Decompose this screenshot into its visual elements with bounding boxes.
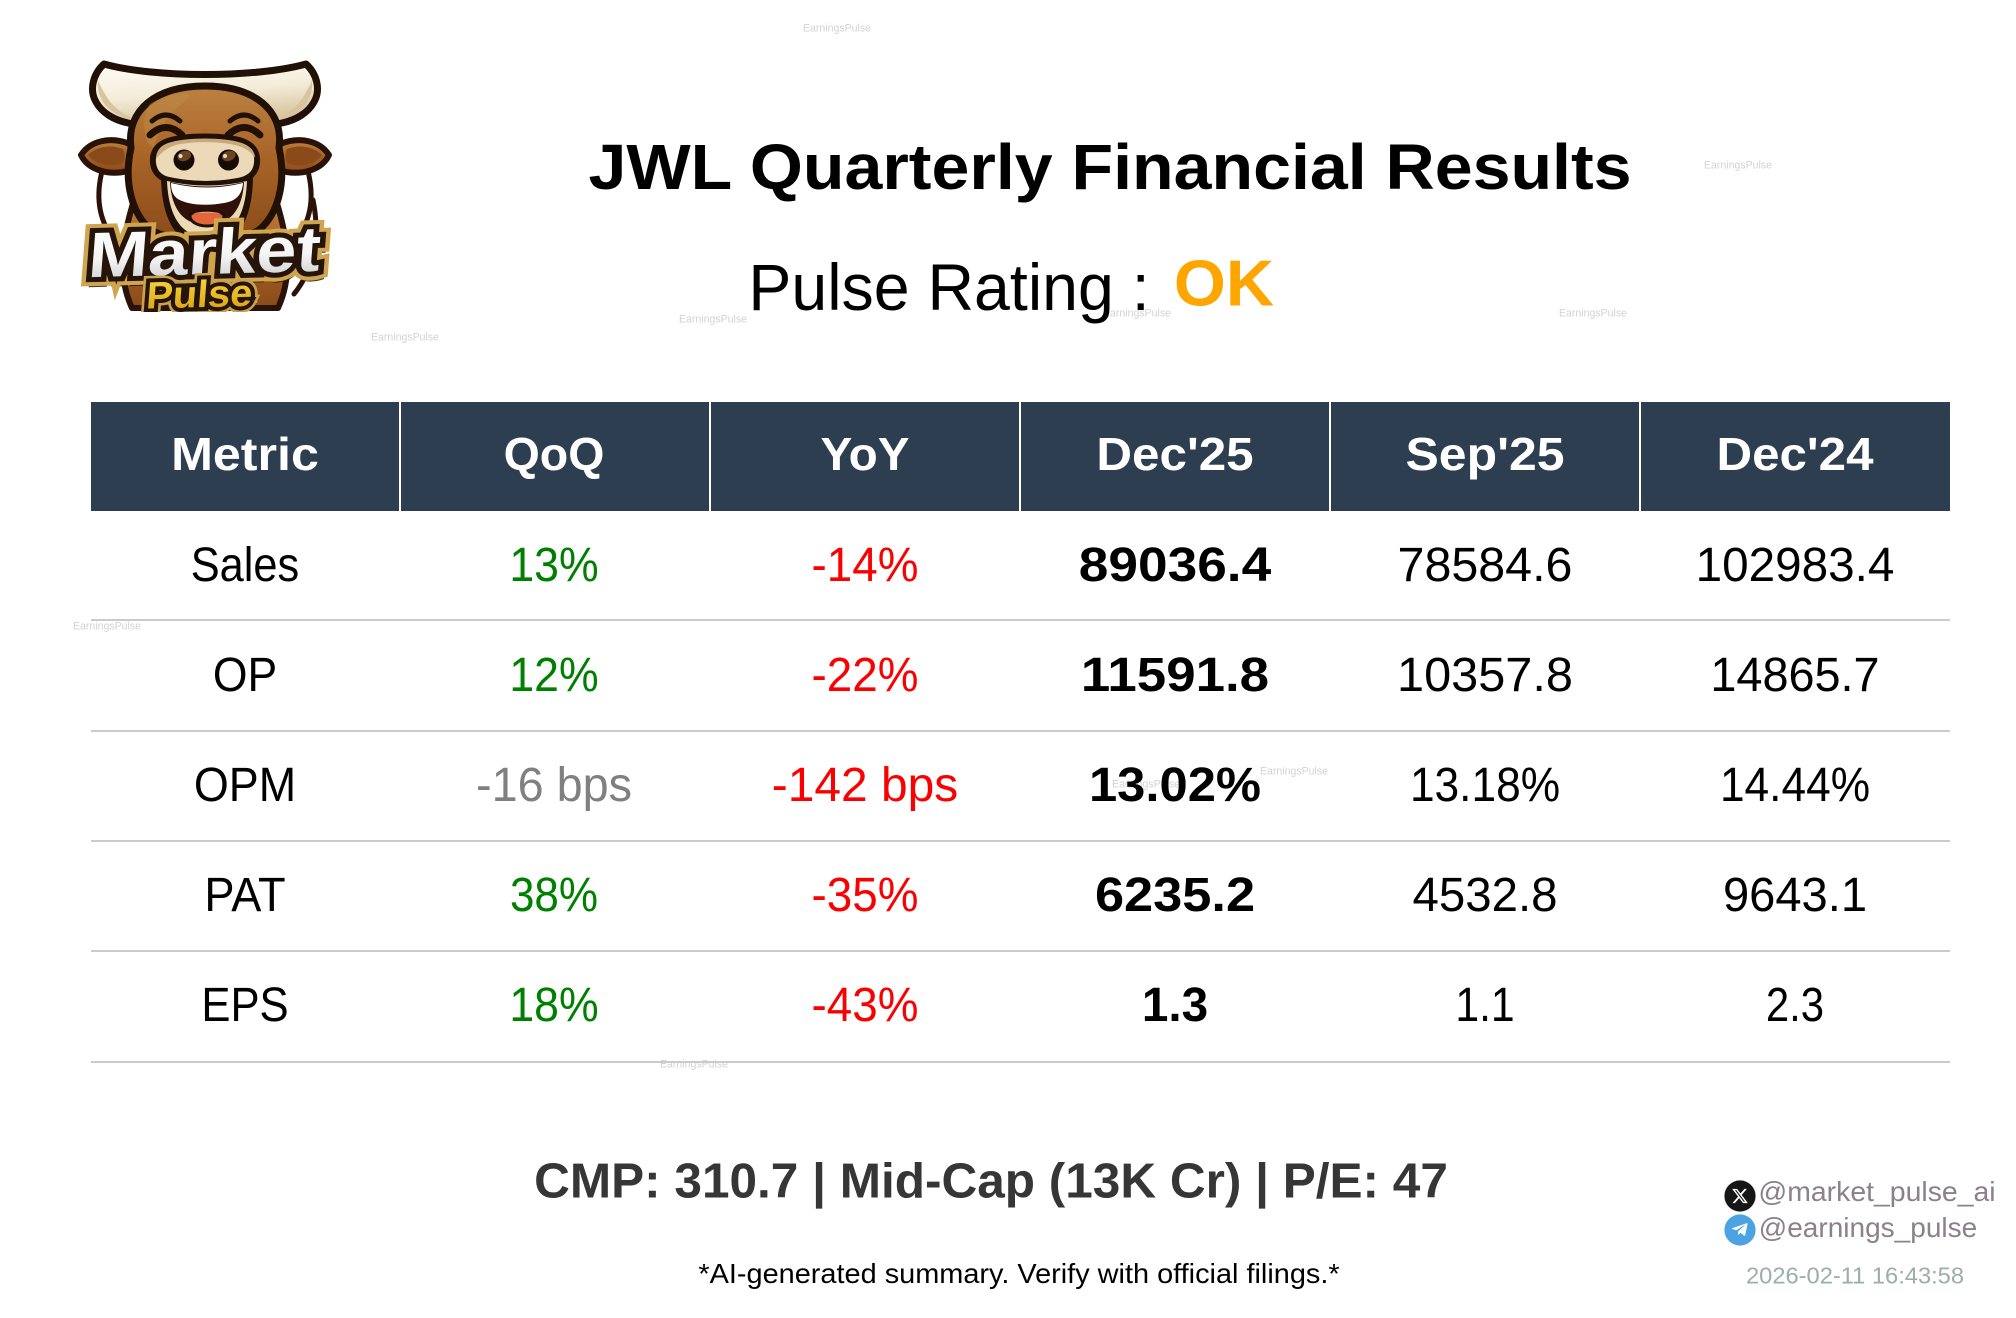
svg-text:Market: Market (86, 213, 323, 291)
svg-text:Market: Market (88, 219, 325, 297)
svg-text:Market: Market (86, 213, 323, 291)
svg-text:Pulse: Pulse (145, 273, 254, 312)
svg-text:Pulse: Pulse (145, 273, 254, 312)
svg-text:Market: Market (86, 213, 323, 291)
